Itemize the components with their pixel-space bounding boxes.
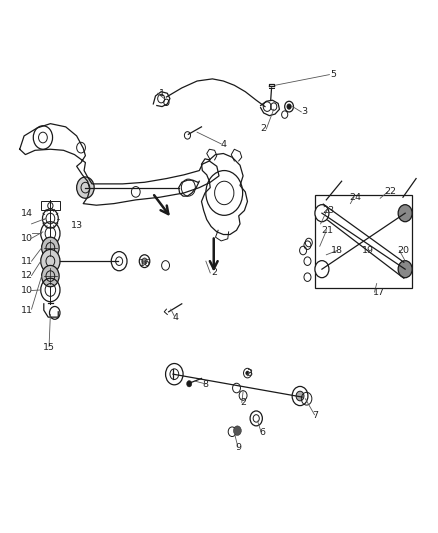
Text: 16: 16 — [138, 260, 151, 268]
Text: 24: 24 — [350, 193, 362, 201]
Text: 11: 11 — [21, 306, 33, 314]
Circle shape — [315, 261, 329, 278]
Circle shape — [233, 426, 241, 435]
Text: 3: 3 — [247, 369, 253, 377]
Circle shape — [77, 177, 94, 198]
Circle shape — [187, 381, 192, 387]
Text: 14: 14 — [21, 209, 33, 217]
Text: 6: 6 — [259, 429, 265, 437]
Text: 4: 4 — [172, 313, 178, 321]
Bar — [41, 201, 60, 210]
Circle shape — [246, 371, 249, 375]
Circle shape — [287, 104, 291, 109]
Text: 18: 18 — [331, 246, 343, 255]
Text: 10: 10 — [21, 286, 33, 295]
Text: 12: 12 — [21, 271, 33, 280]
Text: 15: 15 — [43, 343, 55, 352]
Circle shape — [296, 391, 304, 401]
Text: 21: 21 — [321, 227, 334, 235]
Circle shape — [42, 237, 59, 259]
Text: 3: 3 — [301, 108, 307, 116]
Text: 20: 20 — [397, 246, 409, 255]
Circle shape — [42, 265, 59, 287]
Text: 22: 22 — [385, 188, 397, 196]
Text: 9: 9 — [236, 443, 242, 452]
Bar — [315, 195, 412, 288]
Circle shape — [398, 261, 412, 278]
Circle shape — [41, 249, 60, 273]
Text: 5: 5 — [330, 70, 336, 79]
Text: 7: 7 — [312, 411, 318, 420]
Text: 19: 19 — [362, 246, 374, 255]
Text: 13: 13 — [71, 221, 83, 230]
Text: 1: 1 — [159, 89, 165, 98]
Text: 2: 2 — [260, 125, 266, 133]
Text: 11: 11 — [21, 257, 33, 265]
Text: 2: 2 — [240, 398, 246, 407]
Circle shape — [142, 258, 147, 264]
Text: 10: 10 — [21, 234, 33, 243]
Text: 23: 23 — [322, 206, 335, 214]
Text: 2: 2 — [212, 269, 218, 277]
Circle shape — [398, 205, 412, 222]
Text: 17: 17 — [373, 288, 385, 296]
Text: 4: 4 — [220, 141, 226, 149]
Circle shape — [315, 205, 329, 222]
Text: 8: 8 — [203, 381, 209, 389]
